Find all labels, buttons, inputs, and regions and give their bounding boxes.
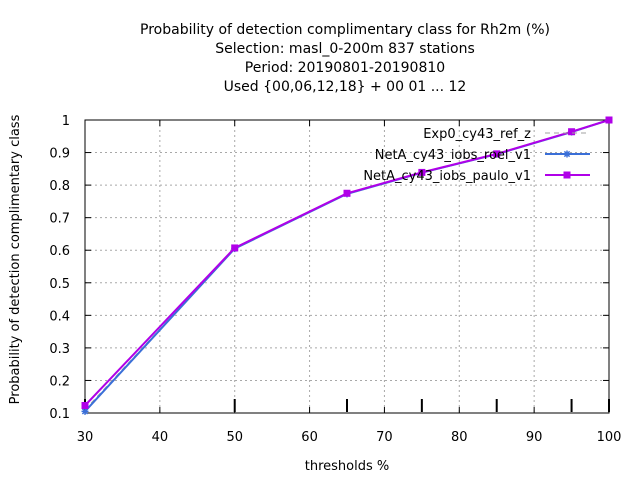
plot-frame	[84, 119, 610, 414]
series-point	[418, 168, 426, 176]
chart-title-line: Probability of detection complimentary c…	[140, 22, 550, 38]
series-point	[81, 407, 89, 415]
y-tick-labels: 0.1 0.2 0.3 0.4 0.5 0.6 0.7 0.8 0.9 1	[49, 114, 70, 422]
y-tick-label: 0.8	[49, 179, 70, 194]
series-point	[231, 244, 239, 252]
y-tick-label: 0.1	[49, 407, 70, 422]
x-tick-label: 70	[376, 430, 393, 445]
series-point	[605, 116, 613, 124]
axis-ticks	[84, 119, 610, 414]
x-tick-label: 100	[597, 430, 622, 445]
series-line	[84, 119, 610, 413]
legend-marker	[563, 171, 571, 179]
y-tick-label: 0.3	[49, 342, 70, 357]
y-tick-label: 0.4	[49, 309, 70, 324]
grid	[85, 120, 609, 413]
legend-label: NetA_cy43_iobs_roel_v1	[375, 148, 531, 163]
x-tick-label: 40	[152, 430, 169, 445]
chart-title-line: Used {00,06,12,18} + 00 01 ... 12	[224, 79, 467, 95]
series-point	[568, 128, 576, 136]
series-point	[81, 402, 89, 410]
y-tick-label: 0.7	[49, 212, 70, 227]
threshold-markers	[84, 399, 610, 412]
legend-label: NetA_cy43_iobs_paulo_v1	[363, 169, 531, 184]
series-point	[343, 189, 351, 197]
x-axis-label: thresholds %	[305, 459, 389, 474]
x-tick-label: 60	[301, 430, 318, 445]
legend-label: Exp0_cy43_ref_z	[423, 127, 531, 142]
y-axis-label: Probability of detection complimentary c…	[8, 114, 23, 404]
chart-title: Probability of detection complimentary c…	[140, 22, 550, 95]
x-tick-label: 30	[77, 430, 94, 445]
y-tick-label: 0.5	[49, 277, 70, 292]
series-line	[84, 119, 610, 411]
y-tick-label: 1	[62, 114, 70, 129]
x-tick-labels: 30 40 50 60 70 80 90 100	[77, 430, 622, 445]
y-tick-label: 0.9	[49, 147, 70, 162]
chart-title-line: Selection: masl_0-200m 837 stations	[215, 41, 475, 57]
y-tick-label: 0.6	[49, 244, 70, 259]
y-tick-label: 0.2	[49, 374, 70, 389]
x-tick-label: 90	[526, 430, 543, 445]
x-tick-label: 80	[451, 430, 468, 445]
legend-marker	[563, 150, 571, 158]
chart-title-line: Period: 20190801-20190810	[245, 60, 445, 76]
series-point	[493, 150, 501, 158]
legend: Exp0_cy43_ref_z NetA_cy43_iobs_roel_v1 Net…	[363, 127, 590, 184]
series-lines	[81, 116, 613, 415]
x-tick-label: 50	[226, 430, 243, 445]
